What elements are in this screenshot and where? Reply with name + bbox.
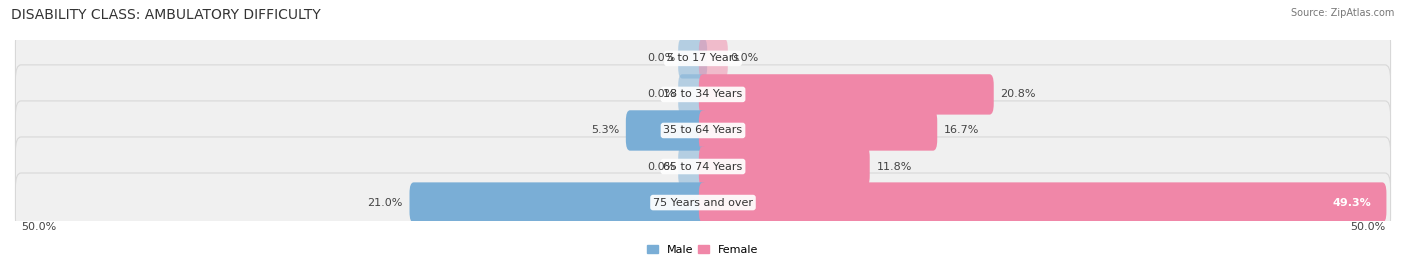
Text: 65 to 74 Years: 65 to 74 Years: [664, 161, 742, 172]
Text: 11.8%: 11.8%: [876, 161, 912, 172]
FancyBboxPatch shape: [699, 146, 870, 187]
FancyBboxPatch shape: [15, 137, 1391, 196]
Text: 35 to 64 Years: 35 to 64 Years: [664, 125, 742, 136]
FancyBboxPatch shape: [699, 110, 938, 151]
Text: 5 to 17 Years: 5 to 17 Years: [666, 53, 740, 63]
FancyBboxPatch shape: [678, 74, 707, 115]
FancyBboxPatch shape: [409, 182, 707, 223]
Text: 49.3%: 49.3%: [1333, 197, 1371, 208]
Text: 0.0%: 0.0%: [647, 53, 675, 63]
Text: 21.0%: 21.0%: [367, 197, 402, 208]
Text: 16.7%: 16.7%: [945, 125, 980, 136]
FancyBboxPatch shape: [15, 101, 1391, 160]
Text: 5.3%: 5.3%: [591, 125, 619, 136]
FancyBboxPatch shape: [678, 38, 707, 79]
Text: 20.8%: 20.8%: [1001, 89, 1036, 100]
Text: 0.0%: 0.0%: [647, 161, 675, 172]
FancyBboxPatch shape: [699, 182, 1386, 223]
FancyBboxPatch shape: [15, 173, 1391, 232]
FancyBboxPatch shape: [699, 38, 728, 79]
FancyBboxPatch shape: [15, 65, 1391, 124]
FancyBboxPatch shape: [678, 146, 707, 187]
Text: Source: ZipAtlas.com: Source: ZipAtlas.com: [1291, 8, 1395, 18]
Text: 0.0%: 0.0%: [731, 53, 759, 63]
Text: 50.0%: 50.0%: [21, 222, 56, 232]
Text: 0.0%: 0.0%: [647, 89, 675, 100]
FancyBboxPatch shape: [15, 29, 1391, 88]
Text: 18 to 34 Years: 18 to 34 Years: [664, 89, 742, 100]
Text: 50.0%: 50.0%: [1350, 222, 1385, 232]
FancyBboxPatch shape: [626, 110, 707, 151]
FancyBboxPatch shape: [699, 74, 994, 115]
Text: DISABILITY CLASS: AMBULATORY DIFFICULTY: DISABILITY CLASS: AMBULATORY DIFFICULTY: [11, 8, 321, 22]
Legend: Male, Female: Male, Female: [647, 245, 759, 255]
Text: 75 Years and over: 75 Years and over: [652, 197, 754, 208]
